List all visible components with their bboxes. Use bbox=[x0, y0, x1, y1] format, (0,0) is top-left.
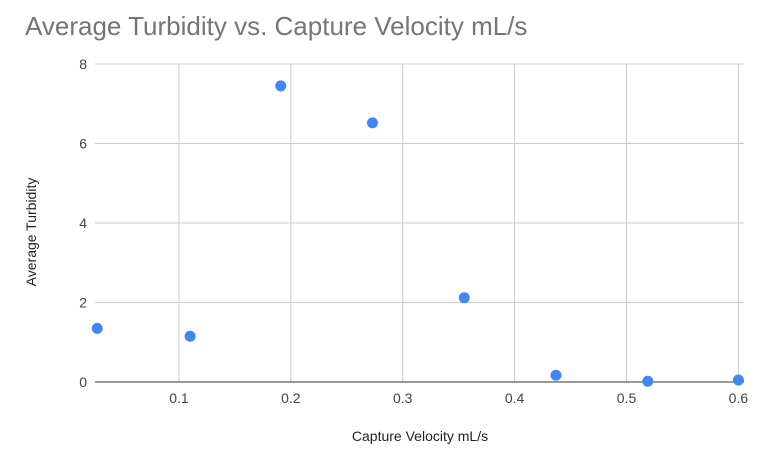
data-point bbox=[367, 117, 379, 129]
data-point bbox=[642, 375, 654, 387]
data-point bbox=[91, 322, 103, 334]
data-point bbox=[732, 374, 744, 386]
x-tick-label: 0.1 bbox=[169, 390, 189, 406]
gridlines bbox=[95, 63, 744, 382]
y-tick-label: 2 bbox=[79, 295, 87, 311]
x-tick-label: 0.4 bbox=[505, 390, 525, 406]
y-axis-label: Average Turbidity bbox=[23, 178, 39, 287]
y-tick-label: 4 bbox=[79, 215, 87, 231]
data-point bbox=[275, 80, 287, 92]
data-points bbox=[91, 80, 744, 387]
data-point bbox=[458, 292, 470, 304]
x-tick-label: 0.5 bbox=[617, 390, 637, 406]
data-point bbox=[550, 369, 562, 381]
x-axis-label: Capture Velocity mL/s bbox=[352, 428, 488, 444]
data-point bbox=[184, 330, 196, 342]
tick-labels: 0 2 4 6 8 0.1 0.2 0.3 0.4 0.5 0.6 bbox=[79, 56, 748, 406]
y-tick-label: 0 bbox=[79, 374, 87, 390]
x-tick-label: 0.6 bbox=[729, 390, 749, 406]
chart-title: Average Turbidity vs. Capture Velocity m… bbox=[25, 11, 527, 41]
y-tick-label: 8 bbox=[79, 56, 87, 72]
x-tick-label: 0.2 bbox=[281, 390, 301, 406]
x-tick-label: 0.3 bbox=[393, 390, 413, 406]
y-tick-label: 6 bbox=[79, 136, 87, 152]
